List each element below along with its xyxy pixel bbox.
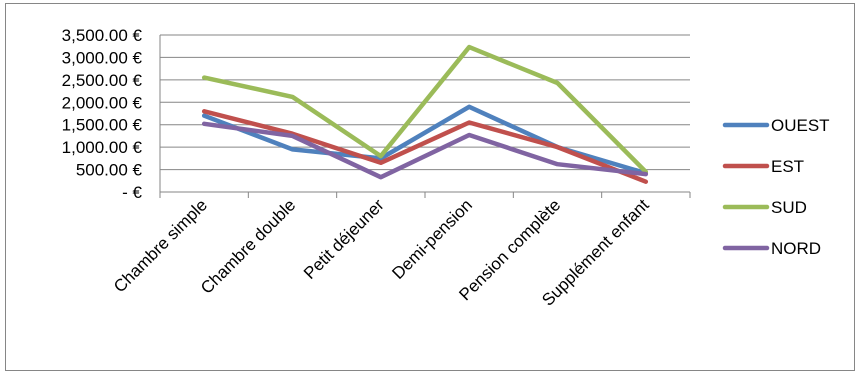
y-tick-label: 1,500.00 €: [62, 116, 143, 135]
series-line-ouest: [201, 104, 649, 176]
legend-label-est: EST: [771, 157, 804, 176]
series-line-est: [201, 109, 649, 184]
y-tick-label: 500.00 €: [76, 161, 143, 180]
y-tick-label: 1,000.00 €: [62, 138, 143, 157]
x-tick-label: Demi-pension: [388, 195, 476, 283]
series-line-sud: [201, 44, 649, 175]
y-tick-label: 2,500.00 €: [62, 71, 143, 90]
chart-area: [5, 3, 855, 371]
series-line-nord: [201, 121, 649, 180]
legend-label-nord: NORD: [771, 239, 821, 258]
legend-label-ouest: OUEST: [771, 116, 830, 135]
y-tick-label: 3,500.00 €: [62, 26, 143, 45]
x-tick-label: Petit déjeuner: [300, 195, 388, 283]
x-tick-label: Chambre double: [197, 195, 299, 297]
y-tick-label: 3,000.00 €: [62, 48, 143, 67]
y-tick-label: - €: [122, 183, 142, 202]
legend-label-sud: SUD: [771, 198, 807, 217]
x-tick-label: Chambre simple: [110, 195, 211, 296]
y-tick-label: 2,000.00 €: [62, 93, 143, 112]
